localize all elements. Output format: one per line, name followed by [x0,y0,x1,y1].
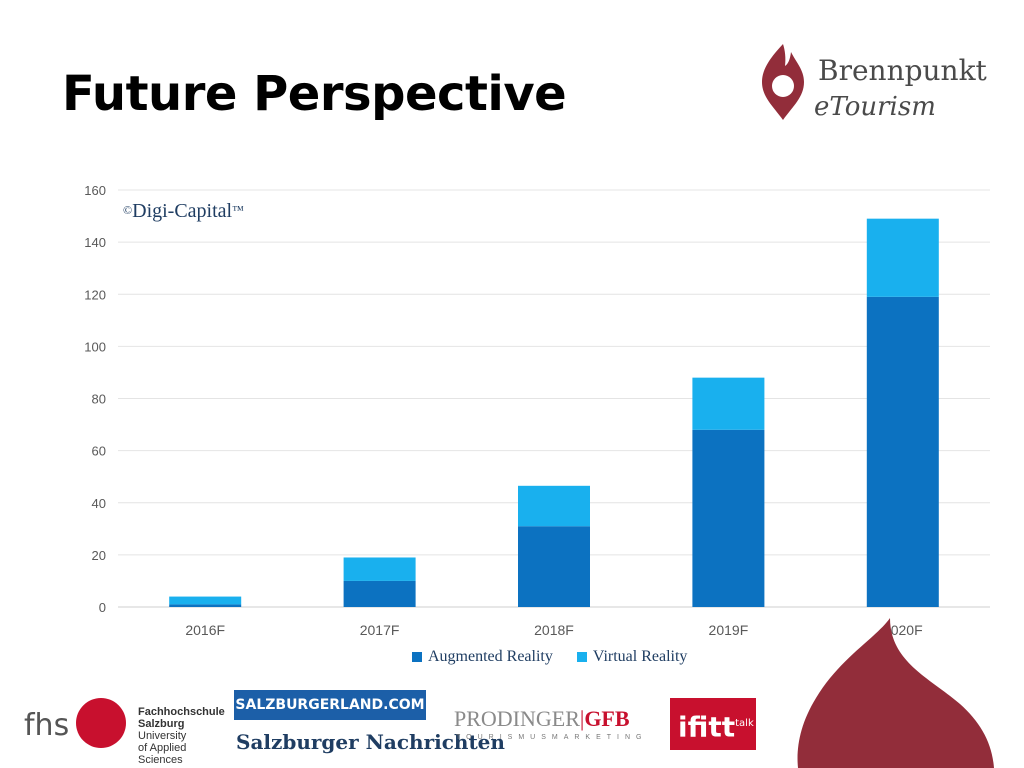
prodinger-text: PRODINGER [454,706,580,731]
bar-virtual [343,557,416,581]
bar-virtual [518,485,590,527]
legend-augmented: Augmented Reality [412,648,553,666]
legend-swatch-augmented [412,652,422,662]
x-tick-label: 2018F [534,622,574,638]
legend-label-augmented: Augmented Reality [428,648,553,665]
gfb-text: GFB [584,706,630,731]
brennpunkt-logo: Brennpunkt eTourism [758,42,1008,124]
bar-augmented [866,296,939,607]
fhs-line2-bold: Salzburg [138,718,185,730]
fhs-logo: fhs Fachhochschule Salzburg University o… [24,694,225,766]
flame-decoration-icon [797,618,994,768]
x-tick-label: 2019F [709,622,749,638]
y-tick-label: 0 [99,600,106,615]
stacked-bar-chart: 0 20 40 60 80 100 120 140 160 2016F 2017F 2018F 2019… [84,183,990,638]
prodinger-logo: PRODINGER|GFB [454,706,630,731]
bar-virtual [169,596,242,605]
x-tick-label: 2020F [883,622,923,638]
ifitt-sup: talk [735,718,754,729]
x-tick-label: 2016F [185,622,225,638]
fhs-line2-rest: University [138,730,187,742]
ifitt-logo: ifitttalk [670,698,756,750]
y-tick-label: 80 [92,392,106,407]
y-tick-label: 60 [92,444,106,459]
y-tick-label: 160 [84,183,106,198]
legend-swatch-virtual [576,652,587,662]
logo-line1: Brennpunkt [818,54,987,87]
fhs-circle-icon [76,698,126,748]
y-tick-label: 100 [84,339,106,354]
y-tick-label: 20 [92,548,106,563]
x-tick-label: 2017F [360,622,400,638]
fhs-line3: of Applied Sciences [138,742,187,766]
y-tick-label: 140 [84,235,106,250]
slide-title: Future Perspective [62,66,567,122]
chart-legend: Augmented Reality Virtual Reality [412,648,687,666]
logo-line2: eTourism [814,92,936,122]
fhs-label: Fachhochschule Salzburg University of Ap… [138,706,225,766]
fhs-line2: Salzburg University [138,718,225,742]
source-credit: ©Digi-Capital™ [123,200,244,223]
prodinger-subtitle: TOURISMUSMARKETING [456,734,648,741]
fhs-mark: fhs [24,708,70,743]
trademark-symbol: ™ [232,203,244,217]
bar-augmented [169,604,242,607]
legend-label-virtual: Virtual Reality [592,648,688,665]
bar-augmented [518,526,590,607]
flame-pin-icon [762,44,804,120]
salzburgerland-logo: SALZBURGERLAND.COM [234,690,426,720]
bar-virtual [692,377,765,430]
y-tick-label: 40 [92,496,106,511]
credit-text: Digi-Capital [132,200,233,222]
ifitt-text: ifitt [678,710,736,744]
fhs-line1: Fachhochschule [138,706,225,718]
salzburger-nachrichten-logo: Salzburger Nachrichten [236,730,505,754]
bar-augmented [343,580,416,607]
copyright-symbol: © [123,203,133,217]
legend-virtual: Virtual Reality [576,648,688,666]
y-tick-label: 120 [84,287,106,302]
bar-augmented [692,429,765,607]
bar-virtual [866,218,939,297]
